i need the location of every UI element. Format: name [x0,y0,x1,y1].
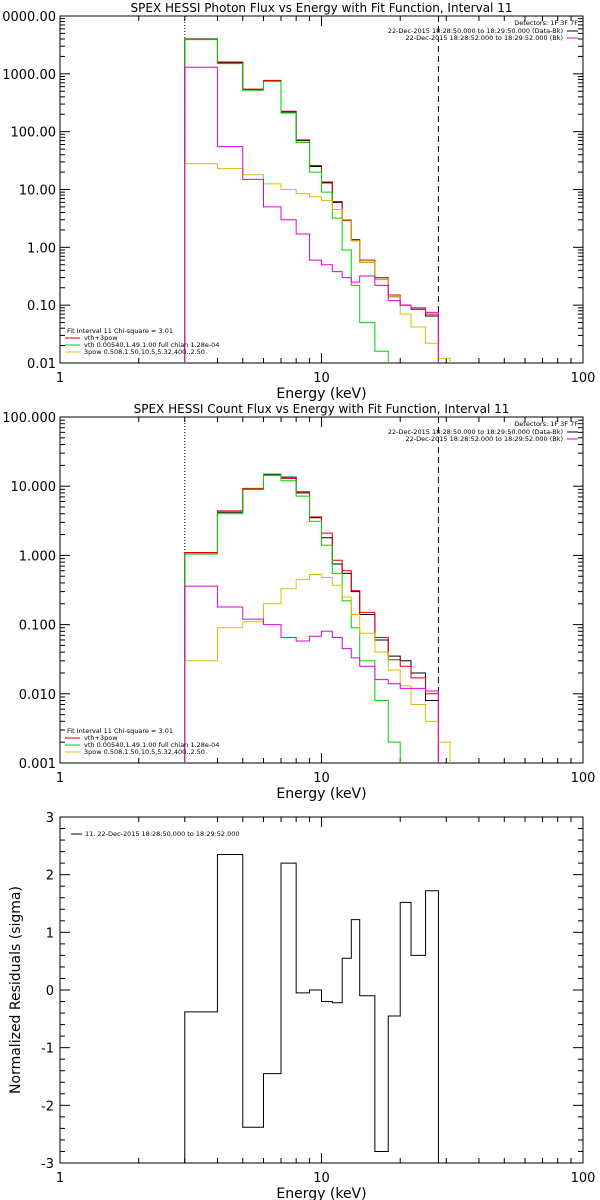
legend-top-entry: 22-Dec-2015 18:28:50.000 to 18:29:50.000… [388,27,563,35]
y-tick-label: 100.00 [11,126,57,141]
series-vth-3pow [184,38,439,363]
y-tick-label: -3 [41,1157,54,1172]
legend-top-entry: 22-Dec-2015 18:28:52.000 to 18:29:52.000… [406,435,564,443]
legend-bottom-entry: Fit Interval 11 Chi-square = 3.01 [67,327,173,335]
series-3pow [184,573,451,763]
legend-bottom-entry: 3pow 0.508,1.50,10.5,5.32,400.,2.50 [84,348,205,356]
y-tick-label: 1000.00 [2,68,56,83]
y-tick-label: 0.01 [27,357,56,372]
series-3pow [184,163,451,363]
y-tick-label: 1.00 [27,241,56,256]
legend-top-entry: 22-Dec-2015 18:28:52.000 to 18:29:52.000… [406,34,564,42]
x-tick-label: 10 [313,1171,330,1186]
legend-top-entry: 11. 22-Dec-2015 18:28:50.000 to 18:29:52… [85,830,240,838]
legend-bottom-entry: 3pow 0.508,1.50,10.5,5.32,400.,2.50 [84,748,205,756]
series-data-bk [184,474,439,763]
x-tick-label: 100 [571,371,596,386]
chart-title: SPEX HESSI Count Flux vs Energy with Fit… [134,402,510,416]
series-data-bk [184,38,439,363]
y-tick-label: -1 [41,1042,54,1057]
series-vth [184,473,401,763]
y-tick-label: 0.100 [19,619,56,634]
series-vth [184,39,389,363]
y-tick-label: 0 [46,984,54,999]
legend-top-entry: 22-Dec-2015 18:28:50.000 to 18:29:50.000… [388,428,563,436]
x-tick-label: 10 [313,771,330,786]
chart-1 [59,15,584,364]
chart-2 [59,416,584,764]
x-tick-label: 1 [56,1171,64,1186]
series-bk [184,66,439,363]
legend-bottom-entry: vth+3pow [84,734,118,742]
y-tick-label: 10.000 [11,480,57,495]
y-tick-label: -2 [41,1099,54,1114]
y-tick-label: 1 [46,926,54,941]
chart-3 [59,816,584,1164]
x-axis-label: Energy (keV) [276,786,366,802]
x-tick-label: 100 [571,771,596,786]
y-tick-label: 0000.00 [2,10,56,25]
legend-bottom-entry: vth+3pow [84,334,118,342]
legend-bottom-entry: vth 0.00540,1.49,1.00 full chian 1.28e-0… [84,741,219,749]
series-residuals [184,853,439,1163]
y-axis-label: Normalized Residuals (sigma) [8,886,24,1094]
x-tick-label: 10 [313,371,330,386]
series-bk [184,585,439,763]
y-tick-label: 0.10 [27,299,56,314]
detectors-label: Detectors: 1F 3F 7F [514,19,578,27]
legend-bottom-entry: vth 0.00540,1.49,1.00 full chian 1.28e-0… [84,341,219,349]
detectors-label: Detectors: 1F 3F 7F [514,420,578,428]
x-axis-label: Energy (keV) [276,386,366,402]
y-tick-label: 1.000 [19,549,56,564]
y-tick-label: 100.000 [2,411,56,426]
plot-frame [59,416,584,764]
y-tick-label: 10.00 [19,184,56,199]
y-tick-label: 3 [46,811,54,826]
legend-bottom-entry: Fit Interval 11 Chi-square = 3.01 [67,727,173,735]
chart-title: SPEX HESSI Photon Flux vs Energy with Fi… [131,1,513,15]
x-tick-label: 100 [571,1171,596,1186]
y-tick-label: 0.001 [19,757,56,772]
series-vth-3pow [184,473,439,763]
x-axis-label: Energy (keV) [276,1186,366,1200]
y-tick-label: 2 [46,869,54,884]
y-tick-label: 0.010 [19,688,56,703]
x-tick-label: 1 [56,371,64,386]
x-tick-label: 1 [56,771,64,786]
